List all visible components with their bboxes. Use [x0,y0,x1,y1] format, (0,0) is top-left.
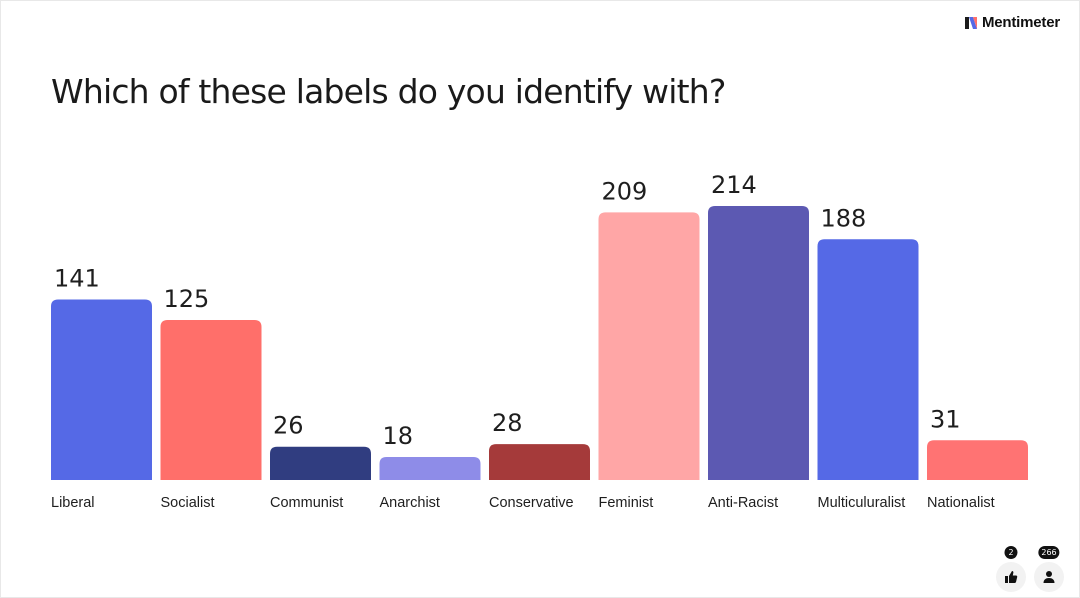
bar-anarchist [379,456,481,480]
category-label-nationalist: Nationalist [927,495,995,511]
participants-count-badge: 266 [1038,546,1060,559]
category-label-multiculuralist: Multiculuralist [818,495,906,511]
value-label-communist: 26 [273,412,304,440]
person-icon [1043,571,1055,583]
value-label-anti-racist: 214 [711,171,757,199]
value-label-socialist: 125 [164,285,210,313]
category-label-feminist: Feminist [599,495,654,511]
bar-liberal [51,299,152,480]
bar-communist [270,446,371,480]
reactions-count-badge: 2 [1004,546,1018,559]
page-title: Which of these labels do you identify wi… [51,72,726,111]
category-label-liberal: Liberal [51,495,95,511]
value-label-anarchist: 18 [383,422,414,450]
value-label-feminist: 209 [602,177,648,205]
value-label-nationalist: 31 [930,405,961,433]
bar-anti-racist [708,206,809,480]
bars-group [51,206,1028,481]
value-label-multiculuralist: 188 [821,204,867,232]
category-labels-group: Liberal Socialist Communist Anarchist Conser… [51,495,995,511]
bar-nationalist [927,440,1028,480]
value-label-conservative: 28 [492,409,523,437]
reactions-button[interactable]: 2 [996,546,1026,592]
mentimeter-logo-icon [964,16,977,29]
category-label-anarchist: Anarchist [380,495,440,511]
category-label-communist: Communist [270,495,343,511]
bar-socialist [160,319,262,480]
thumbs-up-icon [1005,571,1018,583]
category-label-anti-racist: Anti-Racist [708,495,778,511]
bar-multiculuralist [817,239,919,480]
category-label-conservative: Conservative [489,495,574,511]
bar-feminist [598,212,700,481]
category-label-socialist: Socialist [161,495,215,511]
bar-conservative [489,444,590,480]
brand: Mentimeter [964,14,1060,31]
participants-button[interactable]: 266 [1034,546,1064,592]
value-label-liberal: 141 [54,264,100,292]
value-labels-group: 141 125 26 18 28 209 214 188 31 [54,171,961,450]
brand-name: Mentimeter [981,14,1060,31]
